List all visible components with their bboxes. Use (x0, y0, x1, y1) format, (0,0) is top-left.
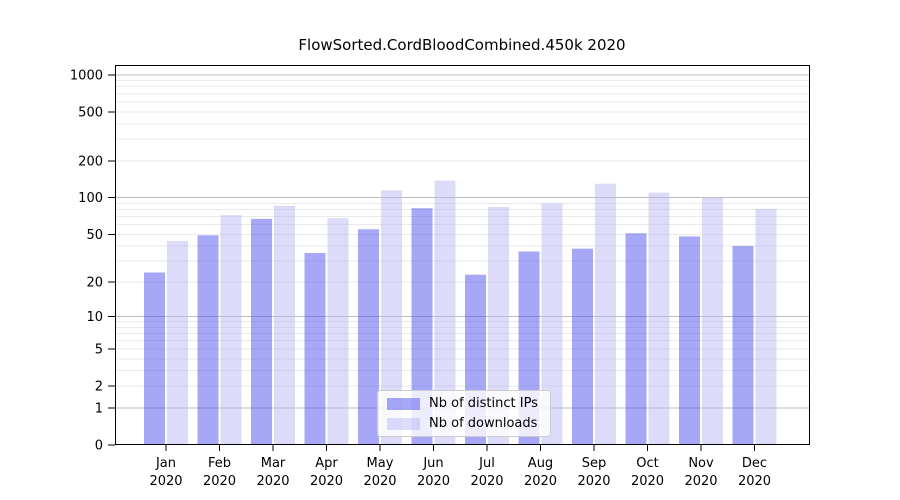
bar-distinct-ips-apr (304, 252, 326, 445)
bar-downloads-jul (488, 206, 509, 445)
y-tick-label: 2 (95, 380, 103, 395)
bar-distinct-ips-oct (625, 233, 647, 445)
bar-downloads-nov (702, 197, 723, 445)
legend: Nb of distinct IPs Nb of downloads (377, 390, 551, 437)
bar-downloads-jun (434, 180, 456, 445)
bar-downloads-apr (327, 218, 349, 445)
chart-title: FlowSorted.CordBloodCombined.450k 2020 (298, 36, 625, 54)
x-tick-label-month: Mar (261, 456, 286, 471)
bar-downloads-jan (167, 241, 188, 445)
bar-distinct-ips-jun (411, 208, 433, 445)
bar-distinct-ips-nov (679, 236, 700, 445)
y-tick-label: 50 (86, 228, 103, 243)
x-tick-label-month: Aug (528, 456, 553, 471)
x-tick-label-year: 2020 (310, 474, 343, 489)
y-tick-label: 20 (86, 275, 103, 290)
x-tick-label-year: 2020 (417, 474, 450, 489)
y-tick-label: 5 (95, 342, 103, 357)
y-tick-label: 500 (78, 105, 103, 120)
y-tick-label: 1 (95, 401, 103, 416)
legend-item-distinct-ips: Nb of distinct IPs (387, 395, 542, 412)
y-tick-label: 100 (78, 191, 103, 206)
x-tick-label-month: Dec (742, 456, 767, 471)
x-tick-label-month: Apr (315, 456, 338, 471)
y-tick-label: 200 (78, 154, 103, 169)
legend-swatch-ips-icon (387, 397, 420, 410)
bar-distinct-ips-sep (572, 248, 593, 445)
x-tick-label-month: Nov (688, 456, 714, 471)
bar-distinct-ips-mar (251, 218, 272, 445)
x-tick-label-month: Jan (155, 456, 176, 471)
bar-downloads-mar (274, 205, 295, 445)
x-tick-label-year: 2020 (470, 474, 503, 489)
bar-distinct-ips-feb (197, 235, 219, 445)
y-tick-label: 1000 (70, 68, 103, 83)
y-tick-label: 0 (95, 439, 103, 454)
bar-downloads-oct (648, 192, 670, 445)
x-tick-label-month: Feb (208, 456, 231, 471)
plot-border (115, 65, 810, 445)
legend-label-downloads: Nb of downloads (429, 416, 538, 431)
bar-downloads-aug (541, 203, 563, 445)
legend-item-downloads: Nb of downloads (387, 415, 542, 432)
axis-ticks (108, 74, 755, 451)
x-tick-label-month: Jun (422, 456, 443, 471)
x-tick-label-year: 2020 (363, 474, 396, 489)
x-tick-label-year: 2020 (524, 474, 557, 489)
bar-downloads-feb (220, 215, 242, 445)
bar-distinct-ips-dec (732, 245, 754, 445)
x-tick-label-year: 2020 (738, 474, 771, 489)
x-tick-label-month: Oct (636, 456, 658, 471)
x-tick-label-year: 2020 (203, 474, 236, 489)
x-tick-label-year: 2020 (577, 474, 610, 489)
x-tick-label-year: 2020 (631, 474, 664, 489)
bar-downloads-sep (595, 183, 616, 446)
x-tick-label-month: Jul (478, 456, 495, 471)
legend-label-distinct-ips: Nb of distinct IPs (429, 396, 538, 411)
x-tick-label-year: 2020 (256, 474, 289, 489)
x-tick-label-month: Sep (582, 456, 607, 471)
bar-downloads-may (381, 190, 402, 445)
bar-downloads-dec (755, 208, 777, 445)
x-tick-label-year: 2020 (149, 474, 182, 489)
legend-swatch-downloads-icon (387, 417, 420, 430)
x-tick-label-year: 2020 (684, 474, 717, 489)
bar-distinct-ips-may (358, 229, 379, 445)
axes-spines (115, 65, 810, 445)
x-tick-labels: Jan 2020 Feb 2020 Mar 2020 Apr 2020 May 2020 Jun 20… (149, 456, 771, 489)
y-tick-label: 10 (86, 310, 103, 325)
bar-distinct-ips-jan (144, 272, 165, 445)
x-tick-label-month: May (367, 456, 394, 471)
